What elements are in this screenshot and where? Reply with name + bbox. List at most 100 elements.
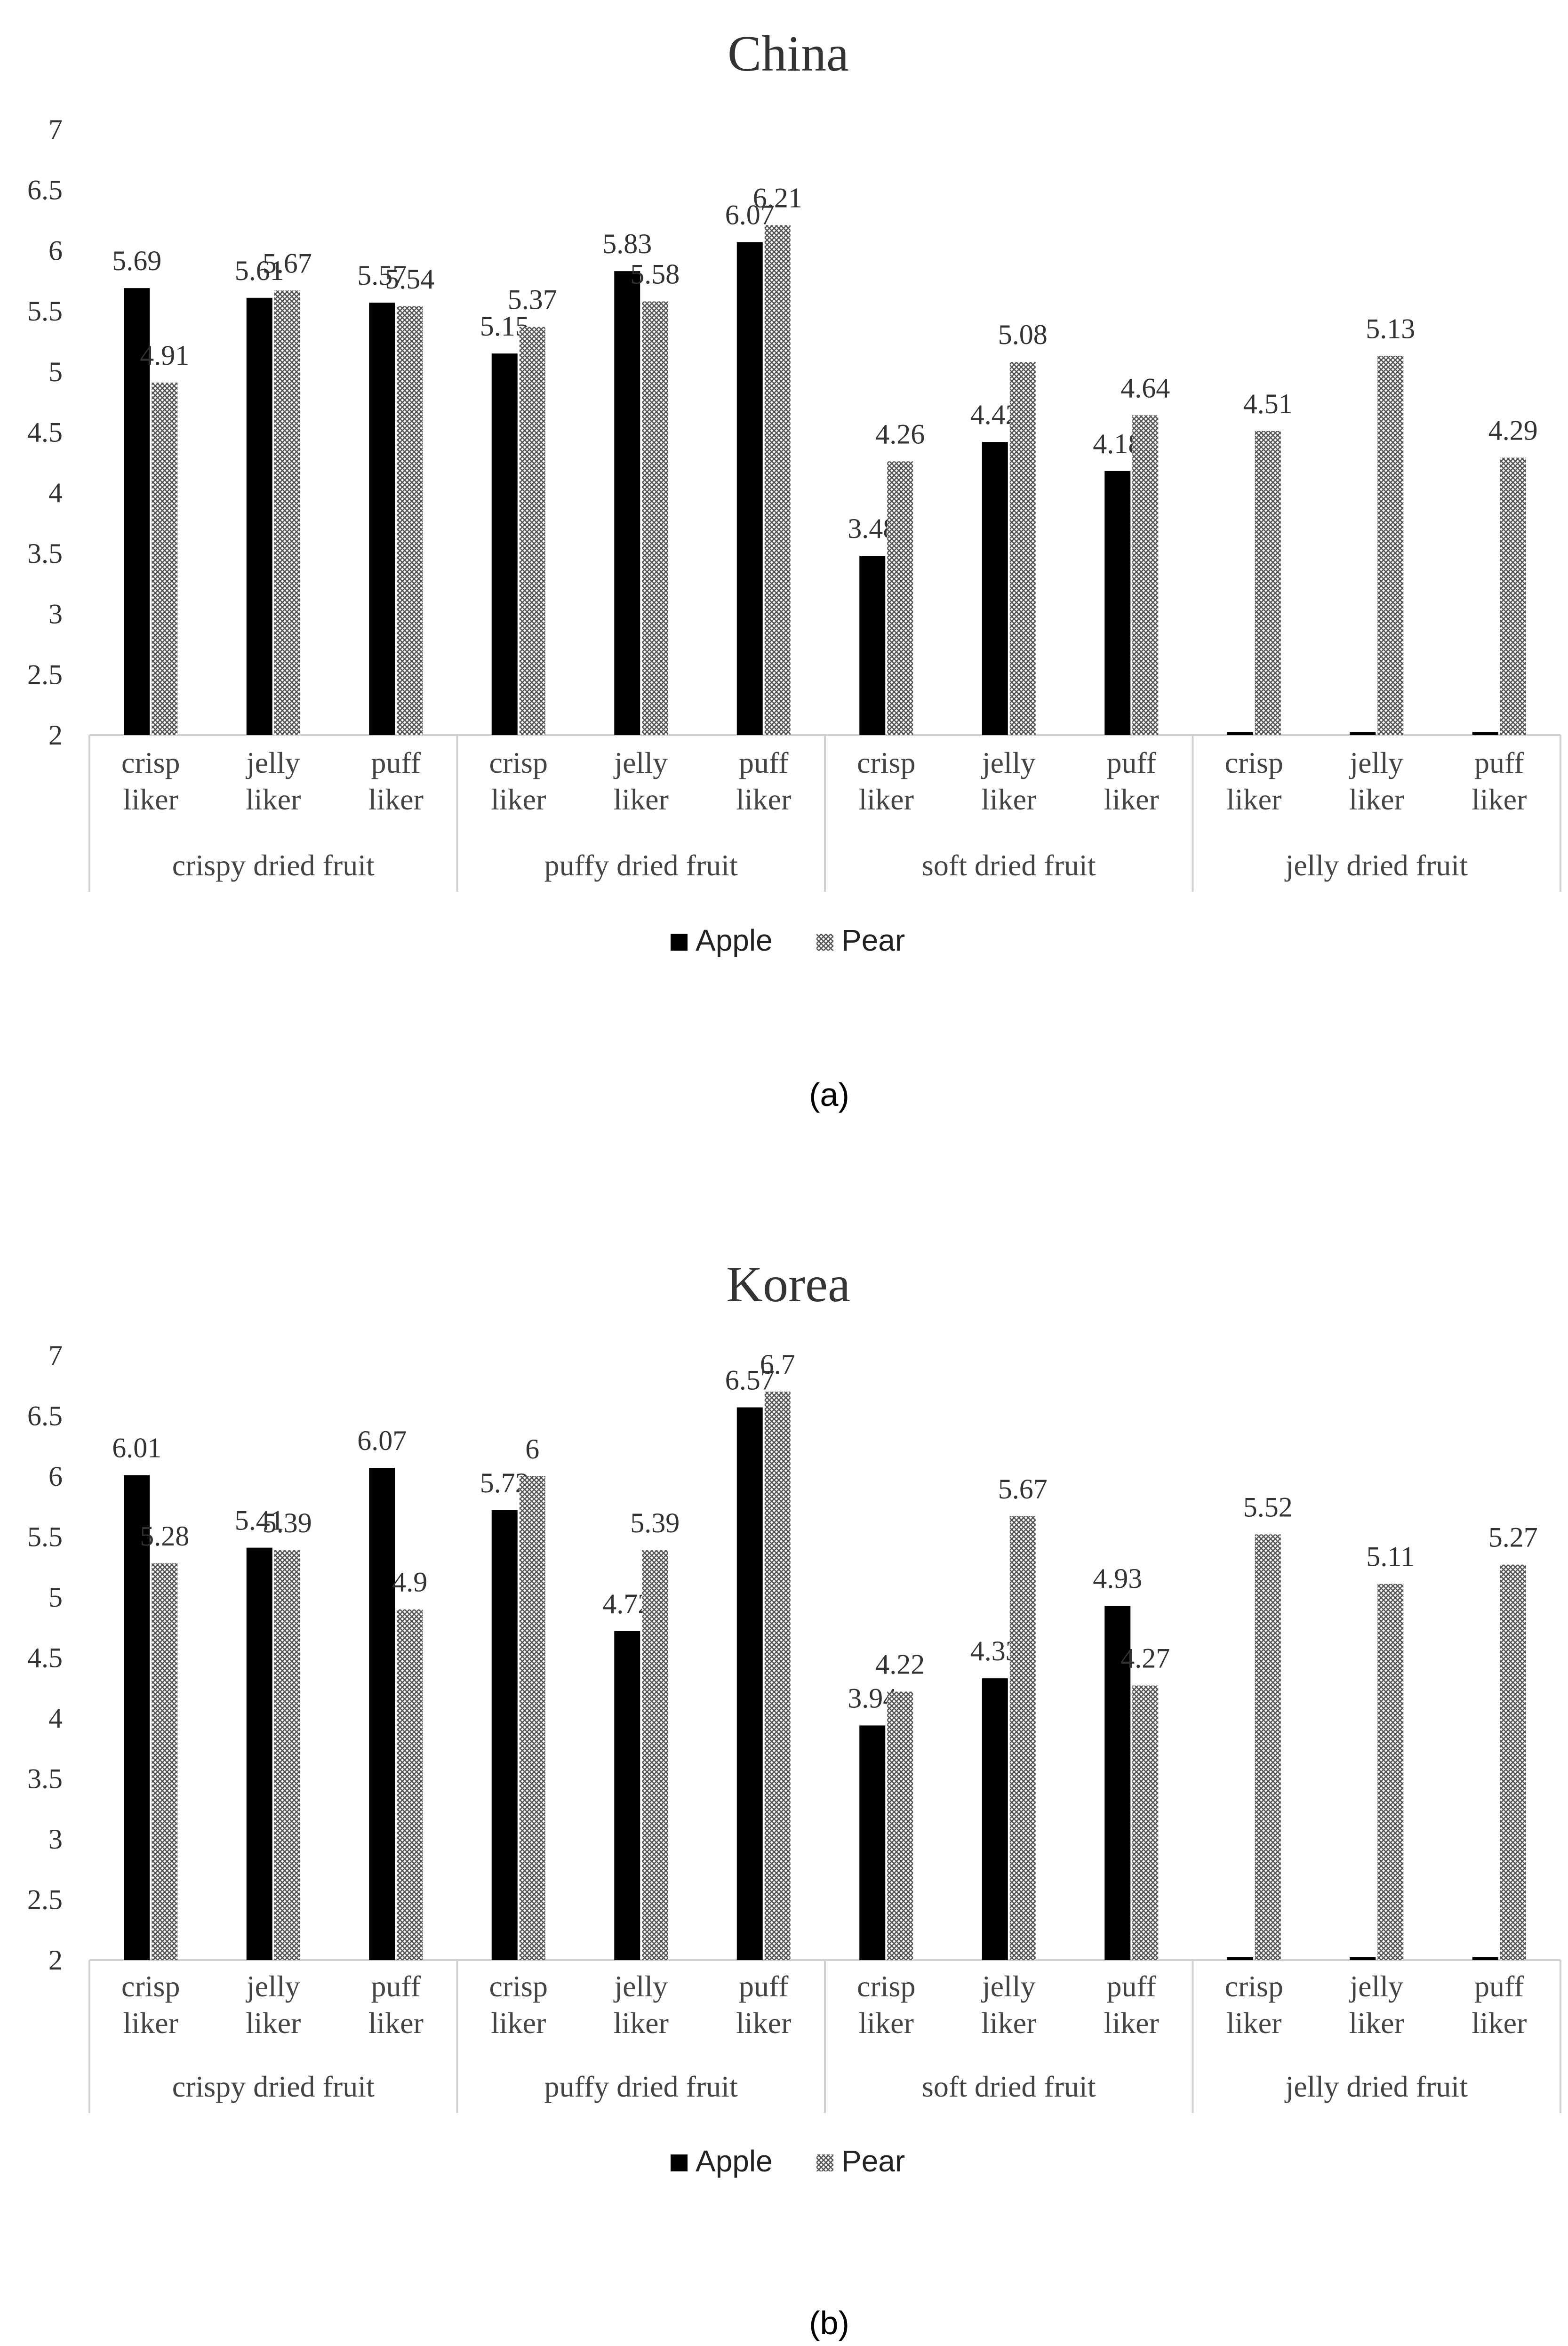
subcategory-label-line1: jelly [246, 746, 300, 779]
bar-apple [614, 1631, 640, 1960]
y-tick-label: 2.5 [27, 1884, 63, 1915]
y-tick-label: 6.5 [27, 175, 63, 206]
bar-apple [614, 271, 640, 735]
bar-apple [246, 1547, 272, 1960]
subcategory-label-line1: crisp [121, 746, 180, 779]
y-tick-label: 3.5 [27, 1763, 63, 1794]
bar-pear [274, 290, 300, 735]
bar-apple-empty [1472, 1957, 1498, 1960]
y-tick-label: 5.5 [27, 1521, 63, 1553]
data-label: 6.7 [760, 1349, 795, 1380]
bar-apple [1104, 471, 1131, 735]
subcategory-label-line2: liker [1104, 783, 1159, 816]
y-tick-label: 4 [48, 1703, 63, 1734]
subcategory-label-line1: puff [1474, 1970, 1524, 2003]
y-tick-label: 6 [48, 1461, 63, 1492]
subcategory-label-line2: liker [123, 2006, 178, 2040]
subcategory-label-line2: liker [1104, 2006, 1159, 2040]
subcategory-label-line2: liker [1472, 783, 1527, 816]
y-tick-label: 6 [48, 235, 63, 266]
data-label: 4.51 [1243, 388, 1293, 419]
legend-label-apple: Apple [696, 923, 773, 957]
legend-swatch-pear [816, 934, 833, 951]
y-tick-label: 2 [48, 720, 63, 751]
bar-apple [369, 1468, 395, 1960]
subcategory-label-line2: liker [981, 2006, 1036, 2040]
data-label: 5.41 [235, 1505, 284, 1536]
bar-pear [519, 1476, 545, 1960]
bar-apple-empty [1350, 1957, 1376, 1960]
bar-pear [887, 1691, 913, 1960]
subcategory-label-line2: liker [491, 783, 546, 816]
y-tick-label: 4 [48, 477, 63, 508]
subcategory-label-line2: liker [859, 783, 914, 816]
data-label: 4.27 [1120, 1643, 1170, 1674]
legend-label-pear: Pear [841, 2144, 905, 2178]
subcategory-label-line1: jelly [981, 746, 1036, 779]
data-label: 5.83 [602, 228, 652, 259]
bar-apple-empty [1227, 732, 1253, 735]
bar-pear [1377, 356, 1404, 735]
data-label: 5.67 [998, 1473, 1048, 1505]
subcategory-label-line2: liker [368, 783, 424, 816]
y-tick-label: 5 [48, 356, 63, 387]
y-tick-label: 7 [48, 114, 63, 145]
bar-apple [859, 556, 886, 735]
y-tick-label: 2 [48, 1945, 63, 1976]
bar-apple [859, 1725, 886, 1960]
bar-apple [1104, 1605, 1131, 1960]
data-label: 5.28 [140, 1521, 189, 1552]
bar-pear [1009, 362, 1036, 735]
subcategory-label-line1: puff [371, 1970, 421, 2003]
subcategory-label-line2: liker [1349, 2006, 1404, 2040]
subcategory-label-line1: puff [739, 746, 789, 779]
subcategory-label-line2: liker [1226, 783, 1281, 816]
data-label: 6.57 [725, 1365, 775, 1396]
subcategory-label-line2: liker [246, 783, 301, 816]
y-tick-label: 4.5 [27, 1642, 63, 1673]
bar-pear [764, 1392, 791, 1960]
figure-caption: (b) [809, 2305, 849, 2341]
data-label: 5.27 [1488, 1522, 1538, 1553]
subcategory-label-line1: puff [1107, 1970, 1157, 2003]
data-label: 5.11 [1366, 1541, 1415, 1572]
group-label: puffy dried fruit [544, 849, 738, 882]
data-label: 4.9 [392, 1567, 427, 1598]
subcategory-label-line1: jelly [1349, 746, 1403, 779]
data-label: 5.39 [263, 1507, 312, 1538]
bar-pear [642, 1550, 668, 1960]
data-label: 5.54 [385, 264, 434, 295]
y-tick-label: 2.5 [27, 659, 63, 690]
y-tick-label: 7 [48, 1340, 63, 1371]
chart-title: Korea [726, 1257, 850, 1313]
subcategory-label-line1: puff [739, 1970, 789, 2003]
data-label: 5.13 [1366, 313, 1415, 344]
data-label: 5.08 [998, 319, 1048, 350]
subcategory-label-line2: liker [368, 2006, 424, 2040]
subcategory-label-line1: crisp [1225, 1970, 1283, 2003]
bar-pear [1009, 1516, 1036, 1960]
y-tick-label: 6.5 [27, 1401, 63, 1432]
chart-korea: Korea 22.533.544.555.566.57 6.015.285.41… [27, 1257, 1561, 2341]
data-label: 5.67 [263, 248, 312, 279]
bar-pear [1377, 1584, 1404, 1960]
data-label: 5.61 [235, 255, 284, 286]
data-label: 4.91 [140, 340, 189, 371]
bar-pear [1500, 457, 1526, 735]
y-tick-label: 5.5 [27, 296, 63, 327]
subcategory-label-line1: jelly [613, 1970, 668, 2003]
y-tick-label: 4.5 [27, 417, 63, 448]
subcategory-label-line2: liker [246, 2006, 301, 2040]
data-label: 6.07 [357, 1425, 407, 1456]
bar-apple [124, 288, 150, 735]
data-label: 6.21 [753, 182, 802, 213]
subcategory-label-line1: crisp [489, 746, 548, 779]
bar-apple [491, 353, 518, 735]
y-tick-label: 3.5 [27, 538, 63, 569]
data-label: 5.39 [630, 1507, 680, 1538]
bar-apple-empty [1227, 1957, 1253, 1960]
bar-pear [274, 1550, 300, 1960]
chart-china: China 2 2.5 3 3.5 4 4.5 5 5.5 6 6.5 7 5.69 4.91 5.61… [27, 26, 1561, 1113]
group-label: puffy dried fruit [544, 2070, 738, 2103]
bar-pear [642, 301, 668, 735]
